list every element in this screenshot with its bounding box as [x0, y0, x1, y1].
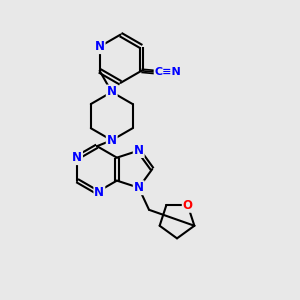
Text: N: N [134, 181, 144, 194]
Text: N: N [107, 85, 117, 98]
Text: N: N [94, 40, 105, 53]
Text: C≡N: C≡N [154, 67, 181, 77]
Text: O: O [183, 199, 193, 212]
Text: N: N [134, 144, 144, 157]
Text: N: N [107, 134, 117, 147]
Text: N: N [94, 186, 104, 199]
Text: N: N [72, 151, 82, 164]
